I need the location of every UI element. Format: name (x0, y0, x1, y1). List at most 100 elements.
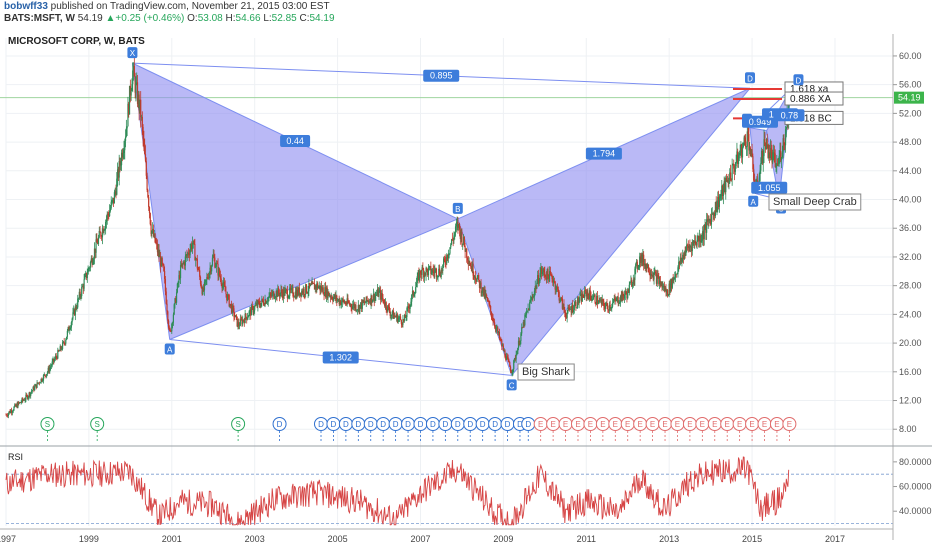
low-value: 52.85 (271, 13, 297, 24)
candle-body (459, 229, 461, 240)
candle-body (667, 294, 669, 296)
candle-body (65, 336, 68, 340)
marker-circle[interactable] (782, 417, 797, 431)
candle-body (645, 263, 647, 269)
candle-body (327, 291, 329, 299)
chart-canvas[interactable]: 1.618 xa0.886 XA 1.618 BC X A B C D 0.44 1.794 0… (0, 26, 932, 550)
candle-body (299, 292, 301, 296)
candle-body (393, 315, 395, 319)
candle-body (111, 200, 113, 202)
candle-body (446, 254, 448, 264)
candle-body (462, 243, 464, 245)
candle-body (557, 289, 559, 292)
candle-body (687, 245, 689, 249)
candle-body (303, 288, 305, 295)
candle-body (103, 230, 105, 233)
candle-body (376, 294, 378, 296)
candle-body (242, 319, 245, 321)
candle-body (315, 285, 317, 289)
candle-body (483, 289, 485, 296)
candle-body (16, 404, 18, 408)
candle-body (444, 259, 446, 263)
candle-body (366, 296, 368, 301)
candle-body (743, 137, 745, 144)
candle-body (731, 165, 733, 180)
candle-body (425, 267, 427, 276)
candle-body (588, 294, 590, 300)
rsi-tick-label: 40.0000 (899, 506, 932, 516)
candle-body (490, 311, 493, 318)
symbol-label: BATS:MSFT, W (4, 13, 75, 24)
candle-body (450, 244, 452, 248)
candle-body (346, 298, 348, 305)
candle-body (248, 311, 250, 317)
candle-body (768, 152, 770, 158)
candle-body (528, 308, 530, 311)
candle-body (100, 232, 102, 237)
candle-body (634, 268, 636, 281)
y-tick-label: 32.00 (899, 252, 922, 262)
candle-body (727, 180, 729, 183)
candle-body (478, 275, 480, 281)
candle-body (350, 304, 352, 307)
candle-body (344, 302, 347, 305)
candle-body (582, 293, 584, 298)
marker-circle[interactable] (90, 417, 105, 431)
candle-body (325, 287, 327, 297)
candle-body (716, 206, 718, 212)
candle-body (278, 293, 281, 297)
candle-body (729, 172, 731, 183)
candle-body (721, 185, 723, 195)
candle-body (238, 325, 241, 327)
candle-body (454, 232, 456, 236)
candle-body (710, 214, 713, 225)
rsi-tick-label: 60.0000 (899, 482, 932, 492)
marker-label: E (737, 420, 742, 429)
candle-body (498, 331, 500, 339)
candle-body (312, 282, 314, 284)
candle-body (431, 269, 434, 273)
candle-body (10, 410, 12, 413)
candle-body (666, 289, 669, 296)
candle-body (30, 392, 32, 396)
candle-body (735, 161, 737, 167)
candle-body (227, 294, 229, 296)
candle-body (179, 275, 181, 279)
marker-circle[interactable] (272, 417, 287, 431)
candle-body (282, 289, 284, 299)
candle-body (171, 323, 173, 332)
marker-circle[interactable] (40, 417, 55, 431)
candle-body (558, 291, 560, 301)
candle-body (127, 103, 129, 127)
candle-body (683, 252, 685, 259)
candle-body (509, 366, 512, 372)
candle-body (340, 302, 343, 305)
candle-body (228, 295, 230, 307)
big-ratio-label-badge (280, 135, 311, 148)
y-tick-label: 20.00 (899, 338, 922, 348)
candle-body (506, 356, 508, 358)
candle-body (141, 116, 143, 127)
candle-body (600, 299, 602, 301)
candle-body (747, 131, 749, 134)
candle-body (435, 268, 437, 270)
candle-body (744, 137, 746, 142)
candle-body (234, 315, 237, 318)
candle-body (718, 198, 720, 207)
candle-body (120, 165, 122, 166)
candle-body (722, 185, 724, 197)
candle-body (533, 290, 536, 297)
author-link[interactable]: bobwff33 (4, 1, 48, 12)
candle-body (642, 254, 644, 262)
candle-body (647, 264, 649, 269)
candle-body (709, 219, 711, 221)
candle-body (246, 317, 249, 320)
candle-body (492, 318, 494, 322)
marker-circle[interactable] (231, 417, 246, 431)
candle-body (510, 371, 512, 374)
candle-body (568, 307, 570, 308)
candle-body (255, 303, 257, 306)
marker-label: E (588, 420, 593, 429)
candle-body (119, 160, 121, 166)
candle-body (596, 295, 598, 305)
